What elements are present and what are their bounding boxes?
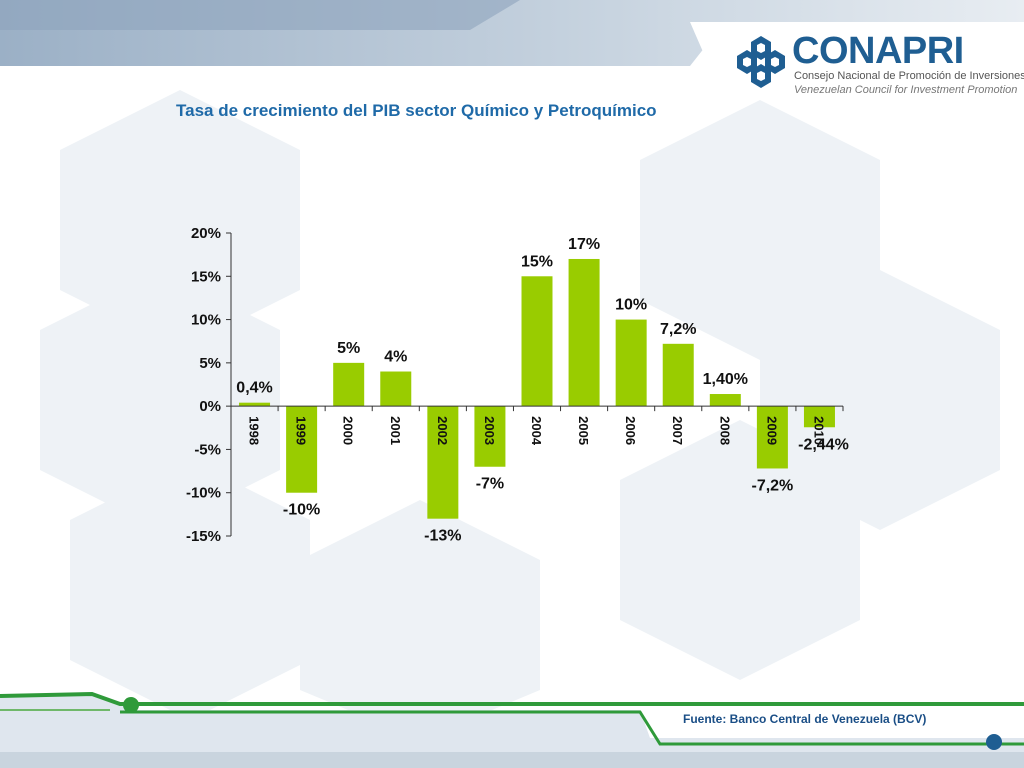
bar [286, 406, 318, 493]
data-label: 15% [521, 253, 553, 270]
bar [803, 406, 835, 428]
bar [380, 371, 412, 407]
category-label: 2004 [529, 416, 544, 446]
category-label: 2006 [623, 416, 638, 445]
bar [474, 406, 506, 467]
bar [333, 362, 365, 407]
y-tick-label: 10% [191, 312, 221, 329]
logo-subtitle-spanish: Consejo Nacional de Promoción de Inversi… [794, 70, 1024, 82]
y-tick-label: -10% [186, 485, 221, 502]
conapri-logo: CONAPRI Consejo Nacional de Promoción de… [734, 30, 1024, 102]
data-label: 4% [384, 349, 407, 366]
bar [427, 406, 459, 519]
category-label: 1999 [294, 416, 309, 445]
category-label: 2000 [341, 416, 356, 445]
category-label: 2003 [482, 416, 497, 445]
category-label: 2009 [764, 416, 779, 445]
bar [239, 402, 271, 407]
data-label: -13% [424, 528, 461, 545]
data-label: -7% [476, 476, 504, 493]
bar [521, 276, 553, 407]
category-label: 1998 [247, 416, 262, 445]
bar [756, 406, 788, 469]
data-label: 17% [568, 236, 600, 253]
bar [568, 258, 600, 407]
data-label: 10% [615, 297, 647, 314]
y-tick-label: -15% [186, 528, 221, 545]
category-label: 2001 [388, 416, 403, 445]
y-tick-label: -5% [194, 441, 221, 458]
conapri-logo-icon [737, 36, 785, 88]
data-label: -2,44% [798, 436, 849, 453]
y-tick-label: 20% [191, 225, 221, 242]
data-label: -7,2% [751, 477, 793, 494]
category-label: 2002 [435, 416, 450, 445]
category-label: 2005 [576, 416, 591, 445]
category-label: 2008 [717, 416, 732, 445]
logo-subtitle-english: Venezuelan Council for Investment Promot… [794, 84, 1018, 96]
bar [709, 394, 741, 407]
y-tick-label: 5% [199, 355, 221, 372]
data-label: 7,2% [660, 321, 696, 338]
y-tick-label: 0% [199, 398, 221, 415]
bar [662, 343, 694, 407]
source-note: Fuente: Banco Central de Venezuela (BCV) [683, 712, 927, 726]
bar [615, 319, 647, 407]
category-label: 2007 [670, 416, 685, 445]
logo-name: CONAPRI [792, 30, 964, 72]
data-label: 0,4% [236, 380, 272, 397]
data-label: 1,40% [703, 371, 748, 388]
data-label: 5% [337, 340, 360, 357]
category-label: 2010 [811, 416, 826, 445]
chart-title: Tasa de crecimiento del PIB sector Quími… [176, 101, 657, 120]
data-label: -10% [283, 502, 320, 519]
y-tick-label: 15% [191, 268, 221, 285]
